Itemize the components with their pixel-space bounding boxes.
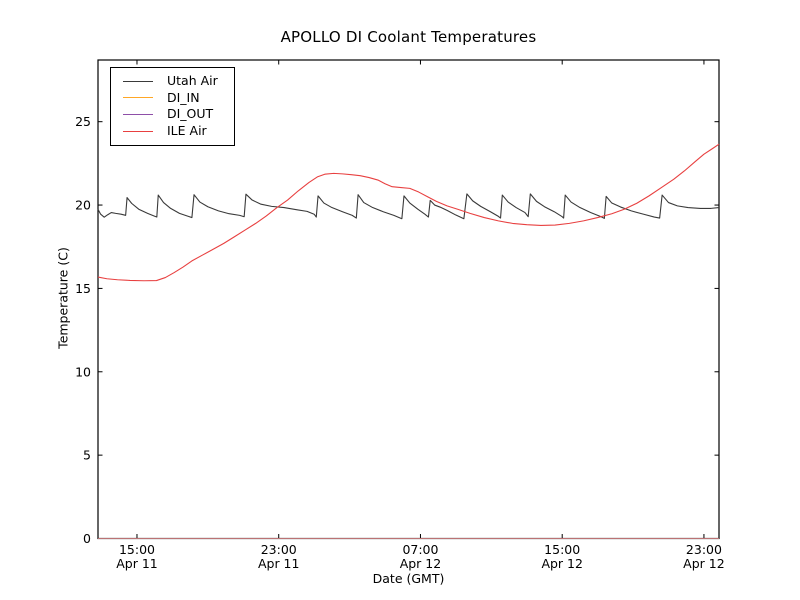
x-tick-label-time: 15:00	[544, 542, 580, 557]
legend-line-swatch-utah-air	[123, 80, 153, 82]
y-tick-label: 10	[75, 364, 91, 379]
legend-label: DI_IN	[167, 89, 200, 105]
series-line-ile-air	[97, 143, 720, 282]
legend: Utah Air DI_IN DI_OUT ILE Air	[110, 67, 235, 147]
legend-line-swatch-ile-air	[123, 130, 153, 132]
legend-line-swatch-di-in	[123, 97, 153, 99]
legend-label: Utah Air	[167, 73, 218, 89]
y-tick-label: 5	[83, 448, 91, 463]
x-axis-label: Date (GMT)	[372, 571, 445, 586]
y-tick-label: 20	[75, 198, 91, 213]
x-tick-label-time: 23:00	[261, 542, 297, 557]
legend-item-ile-air: ILE Air	[123, 123, 228, 140]
series-line-utah-air	[97, 193, 720, 220]
legend-line-swatch-di-out	[123, 113, 153, 115]
y-tick-label: 25	[75, 114, 91, 129]
legend-label: DI_OUT	[167, 106, 214, 122]
x-tick-label-date: Apr 12	[541, 556, 583, 571]
legend-item-di-out: DI_OUT	[123, 106, 228, 123]
x-tick-label-time: 07:00	[402, 542, 438, 557]
y-tick-label: 0	[83, 531, 91, 546]
legend-item-utah-air: Utah Air	[123, 73, 228, 90]
x-tick-label-time: 23:00	[686, 542, 722, 557]
x-tick-label-date: Apr 12	[400, 556, 442, 571]
x-tick-label-date: Apr 11	[116, 556, 158, 571]
y-tick-label: 15	[75, 281, 91, 296]
x-tick-label-time: 15:00	[119, 542, 155, 557]
x-tick-label-date: Apr 12	[683, 556, 725, 571]
chart-title: APOLLO DI Coolant Temperatures	[280, 28, 537, 46]
y-axis-label: Temperature (C)	[55, 247, 71, 349]
x-tick-label-date: Apr 11	[258, 556, 300, 571]
legend-item-di-in: DI_IN	[123, 90, 228, 107]
legend-label: ILE Air	[167, 122, 207, 138]
